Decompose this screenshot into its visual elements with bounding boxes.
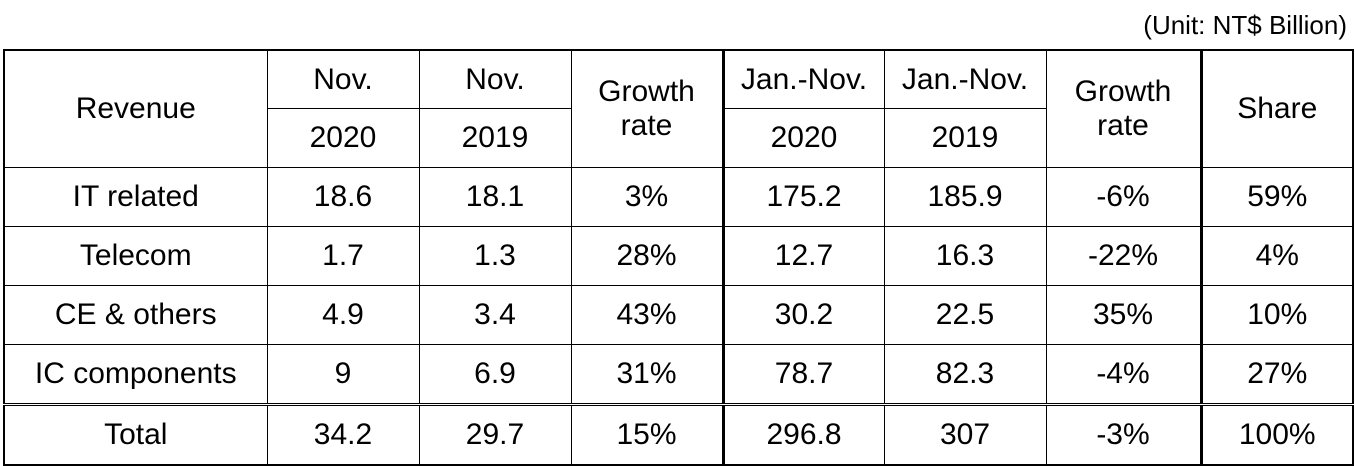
table-row: CE & others 4.9 3.4 43% 30.2 22.5 35% 10% xyxy=(3,285,1354,345)
cell-nov2019: 6.9 xyxy=(418,344,572,405)
cell-growth-nov: 28% xyxy=(570,226,725,286)
table-body: IT related 18.6 18.1 3% 175.2 185.9 -6% 59% Tele… xyxy=(3,167,1354,466)
cell-growth-ytd: -4% xyxy=(1045,344,1203,405)
header-ytd-2019: Jan.-Nov. xyxy=(883,49,1047,109)
cell-growth-ytd: -3% xyxy=(1045,403,1203,466)
revenue-table: Revenue Nov. Nov. Growth rate Jan.-Nov. … xyxy=(3,49,1354,466)
cell-growth-ytd: 35% xyxy=(1045,285,1203,345)
header-year-2020b: 2020 xyxy=(722,108,885,168)
cell-share: 27% xyxy=(1200,344,1354,405)
header-nov-2019: Nov. xyxy=(418,49,572,109)
cell-ytd2020: 12.7 xyxy=(722,226,885,286)
header-year-2020: 2020 xyxy=(266,108,420,168)
cell-growth-ytd: -6% xyxy=(1045,167,1203,227)
cell-nov2020: 4.9 xyxy=(266,285,420,345)
cell-label: CE & others xyxy=(3,285,268,345)
cell-nov2020: 1.7 xyxy=(266,226,420,286)
table-row: Telecom 1.7 1.3 28% 12.7 16.3 -22% 4% xyxy=(3,226,1354,286)
cell-nov2019: 18.1 xyxy=(418,167,572,227)
unit-note: (Unit: NT$ Billion) xyxy=(1143,10,1347,40)
cell-growth-ytd: -22% xyxy=(1045,226,1203,286)
header-year-2019b: 2019 xyxy=(883,108,1047,168)
cell-share: 59% xyxy=(1200,167,1354,227)
table-row: IT related 18.6 18.1 3% 175.2 185.9 -6% 59% xyxy=(3,167,1354,227)
cell-growth-nov: 43% xyxy=(570,285,725,345)
cell-label: Telecom xyxy=(3,226,268,286)
cell-growth-nov: 31% xyxy=(570,344,725,405)
header-growth-ytd-text: Growth rate xyxy=(1074,75,1172,142)
header-nov-2020: Nov. xyxy=(266,49,420,109)
cell-nov2019: 29.7 xyxy=(418,403,572,466)
cell-ytd2019: 185.9 xyxy=(883,167,1047,227)
header-revenue: Revenue xyxy=(3,49,268,168)
header-share: Share xyxy=(1200,49,1354,168)
cell-ytd2019: 307 xyxy=(883,403,1047,466)
cell-ytd2019: 82.3 xyxy=(883,344,1047,405)
cell-nov2020: 18.6 xyxy=(266,167,420,227)
cell-growth-nov: 3% xyxy=(570,167,725,227)
cell-ytd2020: 296.8 xyxy=(722,403,885,466)
cell-nov2020: 9 xyxy=(266,344,420,405)
cell-ytd2020: 175.2 xyxy=(722,167,885,227)
cell-ytd2019: 16.3 xyxy=(883,226,1047,286)
header-ytd-2020: Jan.-Nov. xyxy=(722,49,885,109)
table-row: IC components 9 6.9 31% 78.7 82.3 -4% 27% xyxy=(3,344,1354,405)
cell-nov2019: 1.3 xyxy=(418,226,572,286)
total-row: Total 34.2 29.7 15% 296.8 307 -3% 100% xyxy=(3,403,1354,466)
cell-share: 100% xyxy=(1200,403,1354,466)
cell-label: IC components xyxy=(3,344,268,405)
header-growth-nov: Growth rate xyxy=(570,49,725,168)
cell-nov2019: 3.4 xyxy=(418,285,572,345)
cell-ytd2019: 22.5 xyxy=(883,285,1047,345)
cell-label: Total xyxy=(3,403,268,466)
header-year-2019: 2019 xyxy=(418,108,572,168)
header-growth-ytd: Growth rate xyxy=(1045,49,1203,168)
cell-share: 10% xyxy=(1200,285,1354,345)
cell-ytd2020: 78.7 xyxy=(722,344,885,405)
header-row-1: Revenue Nov. Nov. Growth rate Jan.-Nov. … xyxy=(3,49,1354,168)
cell-share: 4% xyxy=(1200,226,1354,286)
cell-growth-nov: 15% xyxy=(570,403,725,466)
cell-ytd2020: 30.2 xyxy=(722,285,885,345)
cell-label: IT related xyxy=(3,167,268,227)
header-growth-nov-text: Growth rate xyxy=(598,75,695,142)
cell-nov2020: 34.2 xyxy=(266,403,420,466)
